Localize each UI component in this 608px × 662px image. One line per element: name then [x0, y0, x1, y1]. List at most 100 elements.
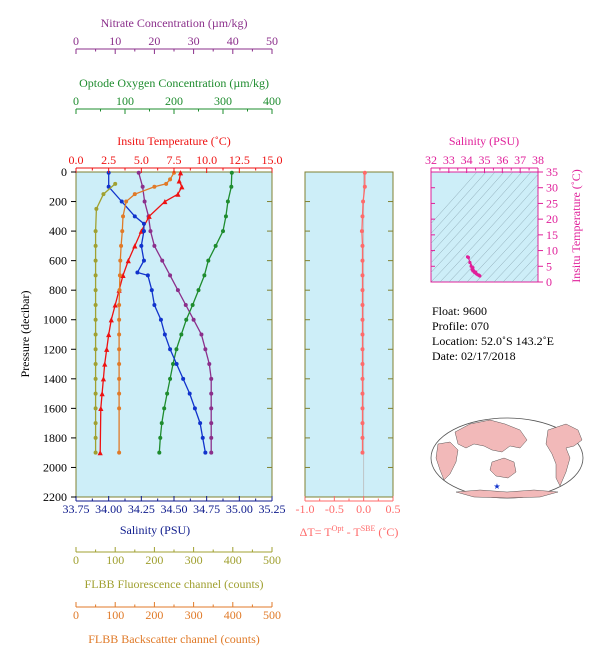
profile-date: Date: 02/17/2018	[432, 349, 516, 363]
oxygen-point	[159, 421, 164, 426]
fluorescence-tick-label: 500	[263, 553, 281, 567]
delta-t-point	[360, 391, 365, 396]
backscatter-point	[117, 391, 122, 396]
salinity-point	[119, 199, 124, 204]
backscatter-point	[117, 362, 122, 367]
pressure-tick-label: 200	[49, 195, 67, 209]
nitrate-point	[207, 362, 212, 367]
fluorescence-axis-title: FLBB Fluorescence channel (counts)	[85, 577, 264, 591]
backscatter-tick-label: 100	[106, 608, 124, 622]
nitrate-tick-label: 40	[227, 34, 239, 48]
delta-t-point	[360, 421, 365, 426]
salinity-point	[135, 270, 140, 275]
backscatter-point	[121, 214, 126, 219]
temperature-point	[104, 346, 110, 352]
ts-density-contour	[431, 172, 523, 273]
delta-t-tick-label: -0.5	[325, 502, 344, 516]
temperature-tick-label: 0.0	[69, 153, 84, 167]
delta-t-line	[361, 172, 366, 453]
temperature-point	[132, 243, 138, 249]
fluorescence-point	[93, 243, 98, 248]
ts-density-contour	[431, 172, 496, 244]
ts-density-contour	[448, 184, 538, 282]
nitrate-tick-label: 20	[148, 34, 160, 48]
pressure-tick-label: 2200	[43, 490, 67, 504]
oxygen-point	[158, 435, 163, 440]
salinity-point	[141, 221, 146, 226]
temperature-tick-label: 2.5	[101, 153, 116, 167]
temperature-point	[102, 361, 108, 367]
salinity-axis-title: Salinity (PSU)	[120, 523, 190, 537]
salinity-tick-label: 35.25	[259, 502, 286, 516]
temperature-point	[146, 213, 152, 219]
fluorescence-tick-label: 0	[73, 553, 79, 567]
ts-density-contour	[484, 224, 538, 282]
oxygen-tick-label: 0	[73, 94, 79, 108]
pressure-tick-label: 1600	[43, 401, 67, 415]
salinity-point	[158, 317, 163, 322]
nitrate-point	[140, 184, 145, 189]
oxygen-point	[196, 288, 201, 293]
backscatter-point	[117, 347, 122, 352]
delta-t-point	[360, 376, 365, 381]
backscatter-point	[120, 229, 125, 234]
float-location: Location: 52.0˚S 143.2˚E	[432, 334, 554, 348]
nitrate-point	[183, 302, 188, 307]
oxygen-point	[202, 273, 207, 278]
backscatter-point	[117, 332, 122, 337]
backscatter-axis-title: FLBB Backscatter channel (counts)	[88, 632, 260, 646]
ts-density-contour	[431, 172, 505, 254]
delta-t-point	[360, 332, 365, 337]
salinity-point	[192, 406, 197, 411]
temperature-point	[98, 405, 104, 411]
t-s-point	[468, 260, 472, 265]
oxygen-tick-label: 200	[165, 94, 183, 108]
nitrate-tick-label: 0	[73, 34, 79, 48]
ts-temperature-tick-label: 30	[546, 181, 558, 195]
nitrate-point	[209, 406, 214, 411]
salinity-tick-label: 34.00	[95, 502, 122, 516]
nitrate-point	[199, 332, 204, 337]
fluorescence-point	[101, 192, 106, 197]
salinity-tick-label: 34.50	[161, 502, 188, 516]
backscatter-tick-label: 0	[73, 608, 79, 622]
backscatter-point	[117, 273, 122, 278]
backscatter-point	[117, 317, 122, 322]
t-s-point	[471, 265, 475, 270]
pressure-tick-label: 1800	[43, 431, 67, 445]
salinity-point	[181, 376, 186, 381]
fluorescence-point	[93, 435, 98, 440]
nitrate-axis-title: Nitrate Concentration (µm/kg)	[101, 16, 248, 30]
fluorescence-tick-label: 100	[106, 553, 124, 567]
fluorescence-point	[93, 302, 98, 307]
fluorescence-tick-label: 400	[224, 553, 242, 567]
delta-t-point	[360, 302, 365, 307]
nitrate-point	[175, 288, 180, 293]
temperature-point	[112, 302, 118, 308]
ts-temperature-tick-label: 15	[546, 228, 558, 242]
nitrate-point	[209, 421, 214, 426]
delta-t-point	[360, 317, 365, 322]
salinity-point	[132, 214, 137, 219]
oxygen-point	[229, 170, 234, 175]
oxygen-point	[157, 450, 162, 455]
pressure-tick-label: 1400	[43, 372, 67, 386]
delta-t-point	[360, 435, 365, 440]
ts-density-contour	[431, 172, 478, 224]
temperature-point	[97, 450, 103, 456]
nitrate-point	[191, 317, 196, 322]
temperature-point	[176, 178, 182, 184]
ts-salinity-tick-label: 37	[514, 153, 526, 167]
profile-number: Profile: 070	[432, 319, 489, 333]
backscatter-point	[117, 288, 122, 293]
backscatter-tick-label: 300	[185, 608, 203, 622]
fluorescence-point	[93, 362, 98, 367]
temperature-line	[99, 172, 183, 453]
ts-density-contour	[431, 172, 532, 282]
ts-salinity-tick-label: 38	[532, 153, 544, 167]
salinity-point	[141, 229, 146, 234]
backscatter-point	[118, 258, 123, 263]
temperature-point	[100, 376, 107, 382]
